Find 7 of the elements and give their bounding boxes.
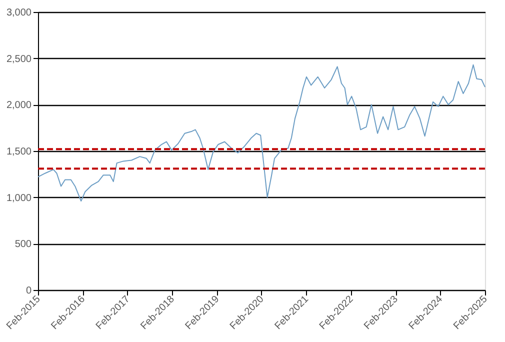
y-tick-label: 2,500 (6, 54, 32, 65)
y-tick-label: 2,000 (6, 100, 32, 112)
y-tick-label: 0 (26, 286, 32, 296)
y-tick-label: 500 (14, 239, 32, 250)
y-tick-label: 1,500 (6, 146, 32, 158)
y-tick-label: 1,000 (6, 192, 32, 204)
y-tick-label: 3,000 (6, 8, 32, 18)
